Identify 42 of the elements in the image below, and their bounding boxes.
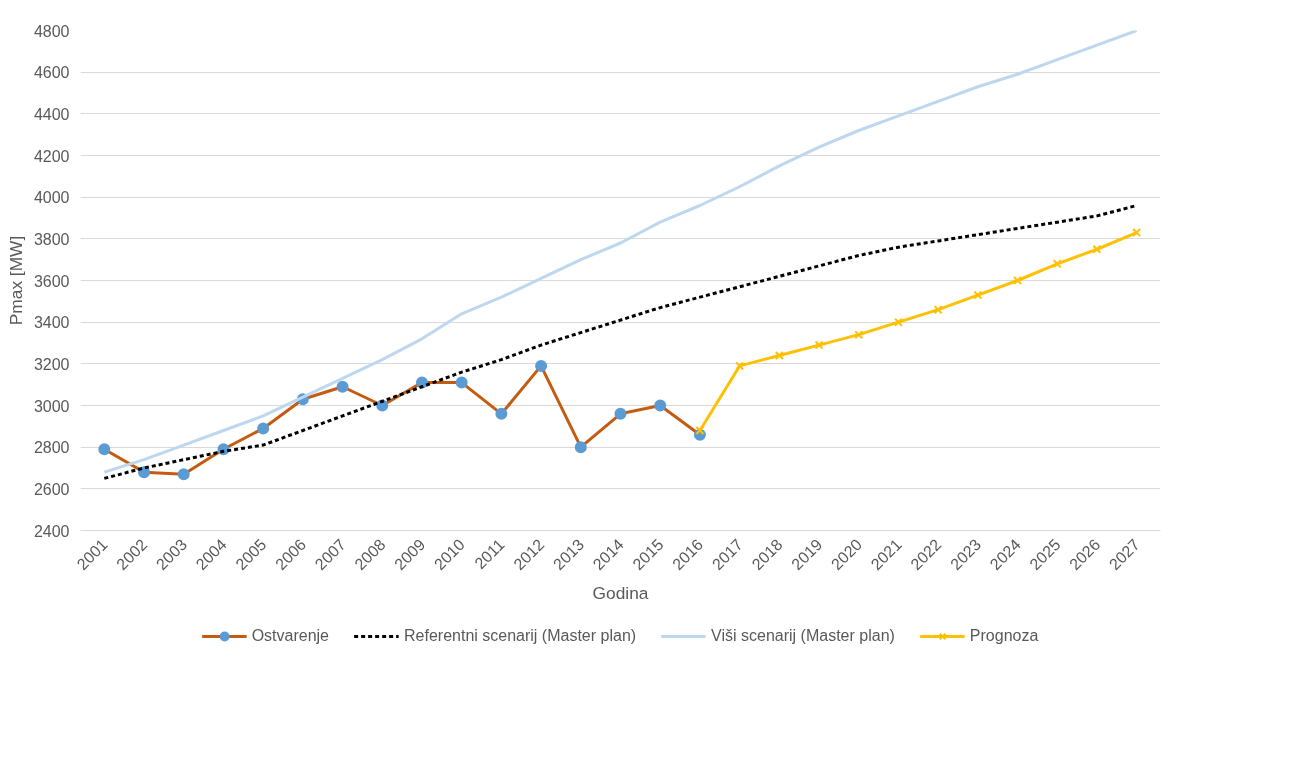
point (973, 290, 983, 300)
point (654, 399, 667, 412)
y-tick-label: 2400 (33, 522, 70, 540)
y-tick-label: 4000 (33, 189, 70, 207)
point (455, 376, 468, 389)
line-series (102, 30, 1139, 474)
y-tick-label: 4200 (33, 147, 70, 165)
point (814, 340, 824, 350)
y-tick-label: 3200 (33, 355, 70, 373)
y-tick-label: 4600 (33, 64, 70, 82)
point (774, 350, 784, 361)
point (1132, 228, 1142, 238)
point (1092, 244, 1102, 254)
point (177, 468, 190, 481)
y-tick-label: 3000 (33, 397, 70, 415)
point (574, 441, 587, 454)
legend-label: Ostvarenje (251, 627, 330, 645)
point (933, 305, 943, 315)
point (495, 407, 508, 420)
point (695, 425, 705, 436)
point (735, 361, 745, 371)
point (614, 407, 627, 420)
y-axis-title: Pmax [MW] (5, 235, 26, 326)
point (336, 380, 349, 393)
legend-label: Prognoza (969, 627, 1039, 645)
y-tick-label: 4400 (33, 105, 70, 123)
y-tick-label: 3600 (33, 272, 70, 290)
y-tick-label: 2600 (33, 480, 70, 498)
point (257, 422, 270, 435)
point (98, 443, 111, 456)
point (1052, 259, 1062, 269)
point (1013, 275, 1023, 286)
point (535, 359, 548, 372)
legend-label: Viši scenarij (Master plan) (711, 627, 895, 645)
x-axis-title: Godina (592, 583, 649, 604)
point (854, 330, 864, 340)
y-tick-label: 4800 (33, 22, 70, 40)
y-tick-label: 3800 (33, 230, 70, 248)
legend-label: Referentni scenarij (Master plan) (404, 627, 637, 645)
point (893, 317, 903, 327)
y-tick-label: 3400 (33, 314, 70, 332)
y-tick-label: 2800 (33, 439, 70, 457)
